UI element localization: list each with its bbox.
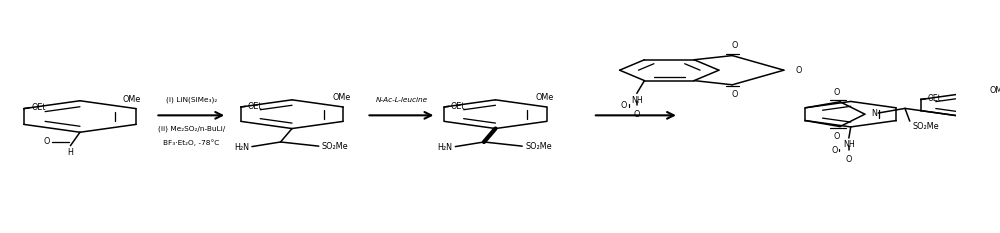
Text: OEt: OEt — [451, 102, 465, 111]
Text: N-Ac-L-leucine: N-Ac-L-leucine — [375, 97, 427, 103]
Text: H₂N: H₂N — [234, 143, 249, 152]
Text: (ii) Me₂SO₂/n-BuLi/: (ii) Me₂SO₂/n-BuLi/ — [158, 125, 225, 132]
Text: H₂N: H₂N — [437, 143, 452, 152]
Text: O: O — [43, 137, 49, 146]
Text: H: H — [67, 148, 73, 157]
Text: O: O — [833, 88, 839, 97]
Text: O: O — [634, 110, 640, 120]
Text: OMe: OMe — [989, 86, 1000, 95]
Text: O: O — [846, 155, 852, 164]
Text: O: O — [621, 101, 627, 110]
Text: OMe: OMe — [332, 93, 351, 102]
Text: (i) LiN(SiMe₃)₂: (i) LiN(SiMe₃)₂ — [166, 96, 217, 103]
Text: OMe: OMe — [122, 95, 141, 103]
Text: BF₃·Et₂O, -78°C: BF₃·Et₂O, -78°C — [163, 140, 219, 146]
Text: NH: NH — [843, 140, 855, 149]
Text: OEt: OEt — [927, 94, 941, 103]
Text: OMe: OMe — [536, 93, 554, 102]
Text: SO₂Me: SO₂Me — [525, 142, 552, 151]
Text: NH: NH — [631, 96, 643, 105]
Text: OEt: OEt — [31, 103, 46, 112]
Text: N: N — [872, 110, 877, 118]
Text: OEt: OEt — [247, 102, 262, 111]
Text: O: O — [831, 146, 837, 154]
Text: O: O — [833, 132, 839, 141]
Text: O: O — [795, 66, 802, 75]
Text: O: O — [731, 41, 737, 51]
Text: SO₂Me: SO₂Me — [322, 142, 348, 151]
Text: O: O — [731, 90, 737, 99]
Text: SO₂Me: SO₂Me — [913, 122, 939, 131]
